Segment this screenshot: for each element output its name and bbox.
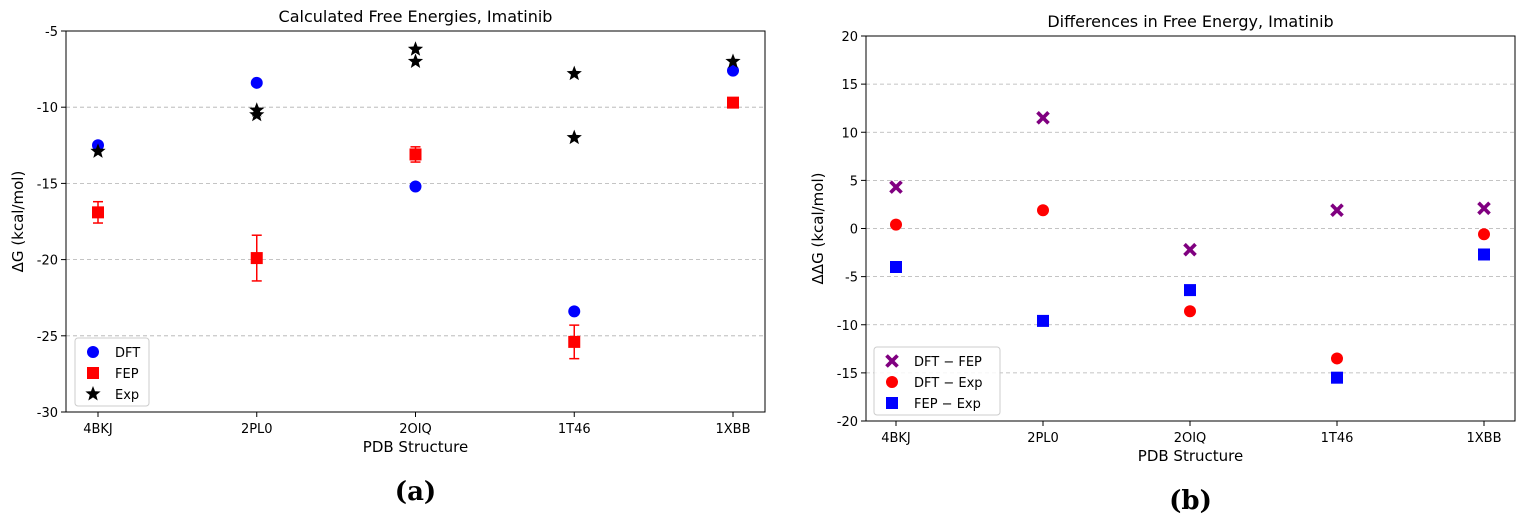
data-point xyxy=(1477,201,1491,216)
data-point xyxy=(1037,204,1049,217)
x-tick-label: 1XBB xyxy=(1466,431,1501,446)
data-point xyxy=(407,53,424,68)
figure-caption: (b) xyxy=(1169,486,1212,516)
legend-label: FEP − Exp xyxy=(914,397,981,412)
data-point xyxy=(727,96,739,109)
legend-box xyxy=(873,346,1001,416)
data-point xyxy=(1330,203,1344,218)
data-point xyxy=(409,180,422,193)
x-tick-label: 1XBB xyxy=(715,422,750,437)
x-axis-label: PDB Structure xyxy=(363,438,468,456)
data-point xyxy=(250,76,263,89)
legend-label: DFT − FEP xyxy=(914,355,982,370)
data-point xyxy=(90,143,106,158)
x-tick-label: 4BKJ xyxy=(83,422,113,437)
y-tick-label: -20 xyxy=(837,415,858,430)
data-point xyxy=(566,129,582,145)
legend-label: DFT xyxy=(115,346,140,361)
data-point xyxy=(1331,352,1343,365)
data-point xyxy=(1478,248,1490,261)
legend-marker xyxy=(886,397,898,409)
y-tick-label: -25 xyxy=(37,330,58,345)
data-point xyxy=(889,180,903,194)
y-tick-label: 0 xyxy=(850,223,858,238)
chart-title: Calculated Free Energies, Imatinib xyxy=(279,7,553,26)
x-tick-label: 2PL0 xyxy=(241,422,273,437)
y-tick-label: 20 xyxy=(841,30,858,45)
data-point xyxy=(568,335,581,348)
data-point xyxy=(890,261,902,273)
x-tick-label: 1T46 xyxy=(558,422,591,437)
data-point xyxy=(250,252,263,265)
data-point xyxy=(890,218,902,231)
data-point xyxy=(1184,284,1196,297)
legend-label: Exp xyxy=(115,388,139,403)
y-tick-label: 10 xyxy=(841,126,858,141)
x-tick-label: 2PL0 xyxy=(1027,431,1059,446)
data-point xyxy=(1037,314,1049,327)
data-point xyxy=(1183,242,1197,257)
data-point xyxy=(566,65,582,81)
y-tick-label: -30 xyxy=(37,406,58,421)
data-point xyxy=(1036,111,1050,125)
data-point xyxy=(568,305,581,318)
data-point xyxy=(1331,371,1343,384)
y-tick-label: -5 xyxy=(845,271,858,286)
y-tick-label: 15 xyxy=(841,78,858,93)
data-point xyxy=(92,206,104,219)
data-point xyxy=(727,64,739,77)
y-axis-label: ΔΔG (kcal/mol) xyxy=(809,173,827,285)
x-axis-label: PDB Structure xyxy=(1138,447,1243,465)
data-point xyxy=(409,148,422,161)
legend-marker xyxy=(87,346,99,358)
legend-marker xyxy=(885,354,899,368)
data-point xyxy=(1184,305,1196,318)
y-tick-label: -10 xyxy=(837,319,858,334)
legend-label: FEP xyxy=(115,367,139,382)
x-tick-label: 4BKJ xyxy=(881,431,911,446)
y-tick-label: -5 xyxy=(45,25,58,40)
legend-marker xyxy=(87,367,99,379)
x-tick-label: 1T46 xyxy=(1321,431,1354,446)
legend-marker xyxy=(85,386,101,401)
y-tick-label: 5 xyxy=(850,174,858,189)
y-tick-label: -15 xyxy=(37,177,58,192)
x-tick-label: 2OIQ xyxy=(399,422,432,437)
legend-marker xyxy=(886,376,898,388)
chart-title: Differences in Free Energy, Imatinib xyxy=(1047,12,1333,31)
y-tick-label: -20 xyxy=(37,254,58,269)
figure-caption: (a) xyxy=(395,477,436,507)
data-point xyxy=(725,53,741,68)
legend-label: DFT − Exp xyxy=(914,376,983,391)
data-point xyxy=(1478,228,1490,241)
y-axis-label: ΔG (kcal/mol) xyxy=(9,171,27,273)
y-tick-label: -15 xyxy=(837,367,858,382)
chart-b: -20 -15 -10 -5 0 5 10 15 20 4BKJ 2PL0 2OIQ 1T46 1XBB D… xyxy=(809,12,1516,516)
data-point xyxy=(249,106,265,122)
plot-frame xyxy=(65,30,766,413)
chart-a: -30 -25 -20 -15 -10 -5 4BKJ 2PL0 2OIQ 1T46 1XBB Cal… xyxy=(9,7,766,507)
data-point xyxy=(407,41,424,56)
x-tick-label: 2OIQ xyxy=(1174,431,1207,446)
y-tick-label: -10 xyxy=(37,101,58,116)
